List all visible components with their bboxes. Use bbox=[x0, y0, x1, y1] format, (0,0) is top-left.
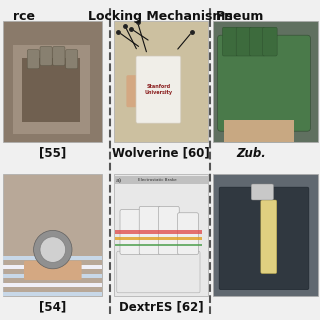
FancyBboxPatch shape bbox=[120, 210, 141, 254]
FancyBboxPatch shape bbox=[222, 27, 238, 56]
FancyBboxPatch shape bbox=[13, 45, 90, 134]
Text: [55]: [55] bbox=[39, 147, 67, 160]
FancyBboxPatch shape bbox=[250, 27, 265, 56]
FancyBboxPatch shape bbox=[3, 274, 102, 278]
FancyBboxPatch shape bbox=[139, 206, 160, 254]
FancyBboxPatch shape bbox=[261, 200, 277, 274]
FancyBboxPatch shape bbox=[27, 50, 39, 69]
FancyBboxPatch shape bbox=[3, 174, 102, 296]
FancyBboxPatch shape bbox=[158, 206, 179, 254]
Text: Pneum: Pneum bbox=[216, 10, 264, 23]
Text: a): a) bbox=[115, 178, 122, 183]
FancyBboxPatch shape bbox=[40, 46, 52, 66]
FancyBboxPatch shape bbox=[66, 50, 78, 69]
Circle shape bbox=[34, 230, 72, 269]
Text: Electrostatic Brake: Electrostatic Brake bbox=[138, 178, 176, 182]
FancyBboxPatch shape bbox=[3, 256, 102, 260]
FancyBboxPatch shape bbox=[24, 261, 82, 280]
FancyBboxPatch shape bbox=[219, 187, 309, 290]
FancyBboxPatch shape bbox=[115, 237, 202, 240]
FancyBboxPatch shape bbox=[3, 283, 102, 287]
FancyBboxPatch shape bbox=[218, 35, 310, 131]
FancyBboxPatch shape bbox=[114, 174, 208, 296]
FancyBboxPatch shape bbox=[213, 174, 318, 296]
FancyBboxPatch shape bbox=[178, 213, 198, 254]
Text: Zub.: Zub. bbox=[237, 147, 267, 160]
FancyBboxPatch shape bbox=[251, 184, 274, 200]
Circle shape bbox=[40, 237, 66, 262]
FancyBboxPatch shape bbox=[114, 21, 208, 142]
FancyBboxPatch shape bbox=[3, 265, 102, 269]
FancyBboxPatch shape bbox=[236, 27, 252, 56]
Text: DextrES [62]: DextrES [62] bbox=[119, 300, 203, 313]
Text: Stanford
University: Stanford University bbox=[144, 84, 172, 95]
Text: Wolverine [60]: Wolverine [60] bbox=[112, 147, 210, 160]
FancyBboxPatch shape bbox=[53, 46, 65, 66]
Text: [54]: [54] bbox=[39, 300, 67, 313]
FancyBboxPatch shape bbox=[3, 21, 102, 142]
FancyBboxPatch shape bbox=[115, 244, 202, 246]
FancyBboxPatch shape bbox=[114, 176, 208, 184]
FancyBboxPatch shape bbox=[224, 120, 294, 142]
FancyBboxPatch shape bbox=[263, 27, 277, 56]
FancyBboxPatch shape bbox=[22, 58, 80, 122]
FancyBboxPatch shape bbox=[213, 21, 318, 142]
FancyBboxPatch shape bbox=[115, 230, 202, 234]
Text: Locking Mechanisms: Locking Mechanisms bbox=[88, 10, 232, 23]
FancyBboxPatch shape bbox=[117, 251, 200, 293]
FancyBboxPatch shape bbox=[136, 56, 181, 123]
FancyBboxPatch shape bbox=[126, 75, 146, 107]
Text: rce: rce bbox=[13, 10, 35, 23]
FancyBboxPatch shape bbox=[3, 292, 102, 296]
